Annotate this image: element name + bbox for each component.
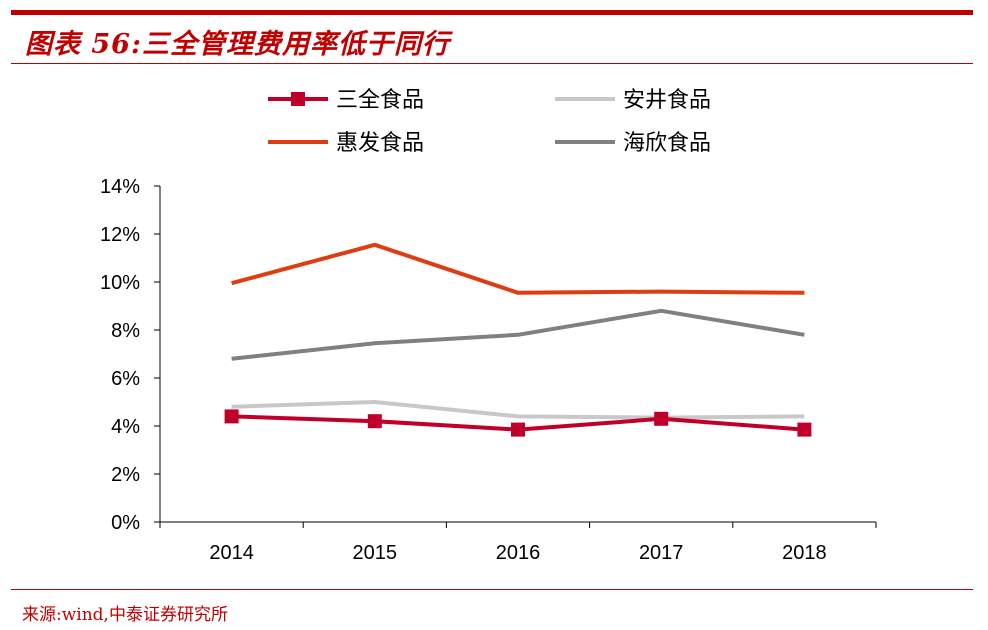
data-point-1 bbox=[797, 422, 812, 437]
top-rule bbox=[11, 10, 973, 15]
y-tick-label: 8% bbox=[111, 320, 140, 342]
source-note: 来源:wind,中泰证券研究所 bbox=[22, 605, 228, 625]
series-line-3 bbox=[231, 242, 805, 295]
y-tick-label: 2% bbox=[111, 464, 140, 486]
legend-label: 惠发食品 bbox=[336, 131, 424, 156]
title-rule bbox=[11, 63, 973, 64]
legend-label: 海欣食品 bbox=[623, 131, 711, 156]
y-tick-label: 6% bbox=[111, 368, 140, 390]
x-tick-label: 2014 bbox=[209, 542, 254, 564]
data-point-1 bbox=[224, 409, 239, 424]
x-tick-label: 2017 bbox=[639, 542, 684, 564]
data-point-1 bbox=[511, 422, 525, 437]
y-tick-label: 0% bbox=[111, 512, 140, 534]
legend-marker bbox=[291, 92, 305, 106]
series-line-4 bbox=[231, 308, 805, 361]
data-point-1 bbox=[367, 414, 382, 429]
figure-title: 图表 56:三全管理费用率低于同行 bbox=[25, 29, 450, 60]
legend-label: 三全食品 bbox=[336, 88, 424, 113]
series-line-2 bbox=[231, 400, 805, 420]
source-rule bbox=[11, 589, 973, 590]
x-tick-label: 2018 bbox=[782, 542, 827, 564]
y-tick-label: 14% bbox=[100, 176, 140, 198]
x-tick-label: 2016 bbox=[496, 542, 541, 564]
line-chart: 0% 2% 4% 6% 8% 10% 12% 14% 2014 2015 2016 2017 2018 三… bbox=[100, 88, 877, 564]
y-tick-label: 4% bbox=[111, 416, 140, 438]
data-point-1 bbox=[654, 411, 669, 426]
y-tick-label: 12% bbox=[100, 224, 140, 246]
legend-label: 安井食品 bbox=[623, 88, 711, 113]
x-tick-label: 2015 bbox=[353, 542, 398, 564]
y-tick-label: 10% bbox=[100, 272, 140, 294]
